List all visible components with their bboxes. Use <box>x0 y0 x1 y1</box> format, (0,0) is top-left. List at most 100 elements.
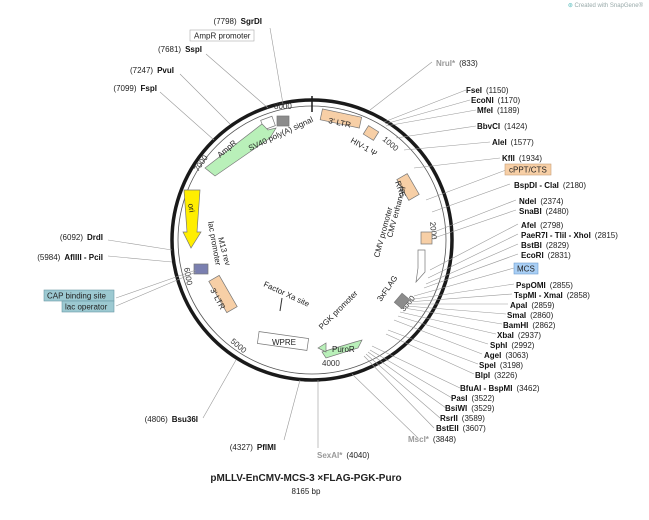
site-rsrii: RsrII (3589) <box>440 414 485 423</box>
label-pgk-promoter: PGK promoter <box>317 289 360 332</box>
site-nrui: NruI* (833) <box>436 59 478 68</box>
leader-cap <box>115 269 197 299</box>
site-smai-1: SmaI (2860) <box>507 311 554 320</box>
mcs-label: MCS <box>517 265 535 274</box>
tick-4000: 4000 <box>322 359 340 368</box>
credit-text: Created with SnapGene® <box>574 3 643 9</box>
ampr-promoter-box <box>189 29 255 42</box>
leader-msci <box>351 373 419 439</box>
leader-spei <box>387 329 479 365</box>
ampr-promoter-feature <box>276 115 290 127</box>
plasmid-title: pMLLV-EnCMV-MCS-3 ×FLAG-PGK-Puro <box>210 473 402 484</box>
site-snabi: SnaBI (2480) <box>519 207 569 216</box>
site-bsiwi: BsiWI (3529) <box>445 404 495 413</box>
ltr-right-feature <box>319 108 363 129</box>
leader-rsrii <box>365 353 441 419</box>
site-bsteii: BstEII (3607) <box>436 424 486 433</box>
site-blpi: BlpI (3226) <box>475 371 518 380</box>
site-alei: AleI (1577) <box>492 138 534 147</box>
site-bfuai-bspmi: BfuAI - BspMI (3462) <box>460 384 540 393</box>
leader-pflmi <box>283 379 301 441</box>
site-bamhi: BamHI (2862) <box>503 321 556 330</box>
site-xbai: XbaI (2937) <box>497 331 541 340</box>
site-paer7i-tlii-xhoi: PaeR7I - TliI - XhoI (2815) <box>521 231 618 240</box>
ltr-left-feature <box>208 274 238 314</box>
site-ndei: NdeI (2374) <box>519 197 564 206</box>
ori-feature <box>182 189 202 249</box>
leader-econi <box>384 99 471 125</box>
tick-2000: 2000 <box>428 221 439 240</box>
label-puror: PuroR <box>332 345 355 354</box>
site-msci: MscI* (3848) <box>408 435 456 444</box>
leader-lac-op <box>115 271 197 307</box>
leader-xhoi <box>427 233 519 279</box>
leader-pspomi <box>407 283 515 301</box>
leader-xbai <box>399 311 497 335</box>
leader-bbvci <box>395 125 477 139</box>
site-pspomi: PspOMI (2855) <box>516 281 573 290</box>
leader-ndei <box>433 199 517 233</box>
leader-alei <box>403 141 491 151</box>
site-tspmi-xmai: TspMI - XmaI (2858) <box>514 291 590 300</box>
rre-feature <box>396 173 420 201</box>
leader-bstbi <box>425 243 519 285</box>
wpre-feature <box>257 331 309 351</box>
label-ori: ori <box>186 203 196 214</box>
site-drdi: (6092) DrdI <box>60 233 103 242</box>
site-sgrdi: (7798) SgrDI <box>214 17 262 26</box>
site-bspdi-clai: BspDI - ClaI (2180) <box>514 181 586 190</box>
leader-agei <box>393 319 483 355</box>
leader-mfei <box>385 109 477 127</box>
label-factor-xa: Factor Xa site <box>262 280 311 309</box>
site-pflmi: (4327) PflMI <box>230 443 276 452</box>
leader-bsu36i <box>202 359 237 419</box>
site-pasi: PasI (3522) <box>451 394 495 403</box>
leader-cppt <box>425 169 507 201</box>
site-afei: AfeI (2798) <box>521 221 564 230</box>
cap-binding-label: CAP binding site <box>47 292 107 301</box>
leader-pvui <box>179 73 231 125</box>
tick-6000: 6000 <box>182 267 194 287</box>
leader-afei <box>429 223 519 271</box>
leader-fsei <box>383 89 467 123</box>
leader-pasi <box>369 349 453 399</box>
site-afliii-pcii: (5984) AflIII - PciI <box>37 253 103 262</box>
leader-clai <box>431 183 511 213</box>
leader-bamhi <box>403 307 503 325</box>
cppt-feature <box>420 231 433 245</box>
site-pvui: (7247) PvuI <box>130 66 174 75</box>
cppt-box <box>504 163 552 176</box>
leader-prui <box>369 61 433 111</box>
cppt-label: cPPT/CTS <box>509 166 547 175</box>
leader-bsiwi <box>367 351 447 409</box>
site-agei: AgeI (3063) <box>484 351 529 360</box>
snapgene-logo-icon: ⊛ <box>567 3 575 9</box>
mcs-box <box>513 262 539 275</box>
site-spei: SpeI (3198) <box>479 361 523 370</box>
site-bsu36i: (4806) Bsu36I <box>145 415 198 424</box>
leader-afliii <box>107 255 173 263</box>
tick-1000: 1000 <box>381 135 401 154</box>
psi-feature <box>362 125 380 141</box>
site-sspi: (7681) SspI <box>158 45 202 54</box>
plasmid-size: 8165 bp <box>291 487 321 496</box>
site-apai: ApaI (2859) <box>510 301 555 310</box>
leader-ecori <box>423 253 519 289</box>
factor-xa-mark <box>279 297 283 312</box>
leader-sphi <box>397 315 489 345</box>
cmv-enhancer-feature <box>415 249 426 284</box>
mcs-feature <box>393 292 411 310</box>
site-fsei: FseI (1150) <box>466 86 509 95</box>
leader-snabi <box>433 209 517 239</box>
puror-arrowhead <box>317 342 327 353</box>
leader-xmai <box>407 293 513 303</box>
leader-sgrdi <box>269 27 284 105</box>
ampr-promoter-label: AmpR promoter <box>194 32 251 41</box>
leader-fspi <box>159 91 215 141</box>
site-econi: EcoNI (1170) <box>471 96 521 105</box>
site-bbvci: BbvCI (1424) <box>477 122 528 131</box>
site-mfei: MfeI (1189) <box>477 106 520 115</box>
ampr-feature <box>204 123 277 177</box>
leader-bsteii <box>363 355 435 429</box>
